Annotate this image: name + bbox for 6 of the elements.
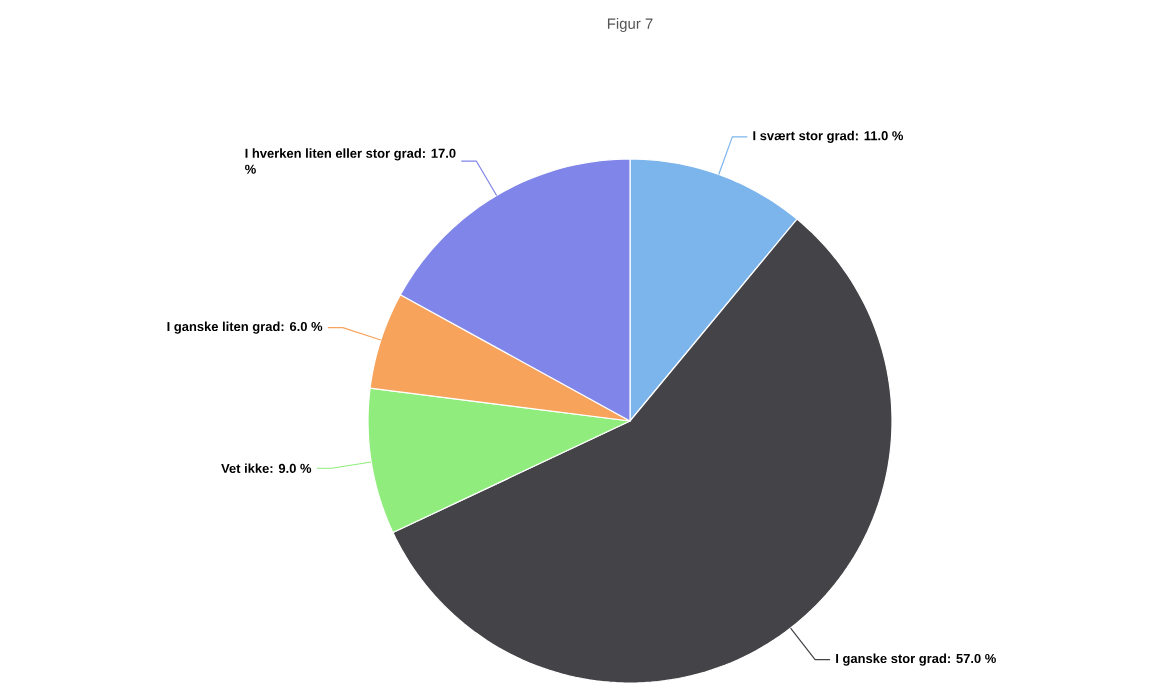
slice-label: I ganske stor grad: 57.0 % — [836, 653, 996, 666]
slice-label: I svært stor grad: 11.0 % — [753, 130, 904, 143]
chart-title: Figur 7 — [607, 18, 653, 32]
slice-label: Vet ikke: 9.0 % — [221, 463, 312, 473]
slice-label: I hverken liten eller stor grad: 17.0 % — [245, 148, 456, 174]
slice-label: I ganske liten grad: 6.0 % — [167, 321, 323, 334]
